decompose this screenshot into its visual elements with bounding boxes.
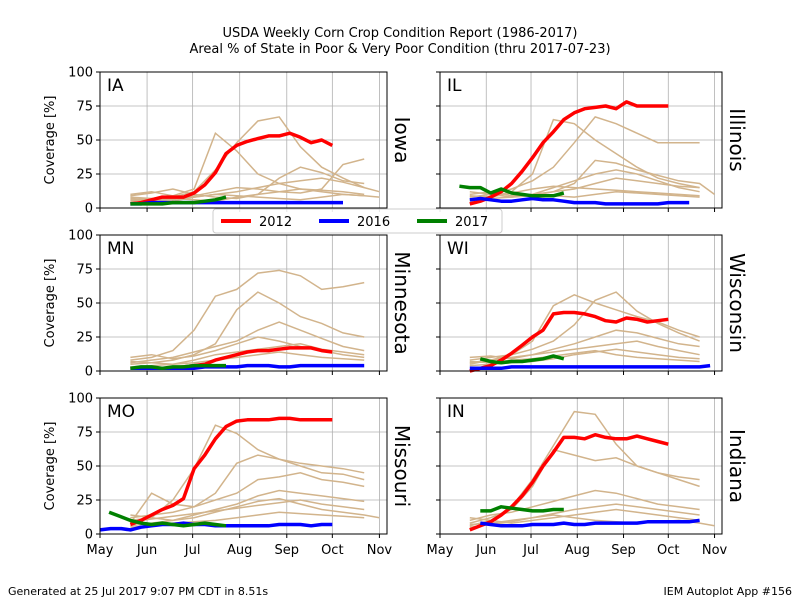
series-line-2017	[479, 354, 565, 365]
y-tick-label: 25	[76, 168, 93, 183]
panel-state-name-il: Illinois	[725, 108, 749, 171]
y-tick-label: 25	[76, 494, 93, 509]
x-tick-label: Aug	[227, 543, 252, 558]
x-tick-label: Jul	[522, 543, 539, 558]
y-tick-label: 50	[76, 134, 93, 149]
y-tick-label: 100	[68, 66, 93, 81]
series-line-other-year	[469, 489, 700, 522]
series-line-other-year	[469, 185, 700, 198]
y-tick-label: 25	[76, 331, 93, 346]
series-line-other-year	[130, 497, 380, 522]
x-tick-label: Jul	[184, 543, 201, 558]
series-line-2017	[108, 510, 227, 528]
y-tick-label: 100	[68, 229, 93, 244]
series-line-other-year	[469, 291, 700, 361]
y-tick-label: 50	[76, 460, 93, 475]
panel-state-code-wi: WI	[447, 239, 469, 259]
chart-title: USDA Weekly Corn Crop Condition Report (…	[222, 26, 578, 41]
series-line-2016	[469, 363, 711, 371]
x-tick-label: Jun	[475, 543, 496, 558]
x-tick-label: Aug	[565, 543, 590, 558]
y-tick-label: 0	[85, 365, 93, 380]
legend-box	[212, 208, 503, 234]
series-line-2017	[459, 184, 565, 198]
series-line-2017	[480, 505, 564, 513]
x-tick-label: Nov	[702, 543, 728, 558]
legend-label-2017: 2017	[455, 215, 488, 230]
chart-subtitle: Areal % of State in Poor & Very Poor Con…	[189, 42, 611, 57]
panel-state-code-mn: MN	[107, 239, 134, 259]
series-line-2017	[130, 195, 227, 206]
y-tick-label: 75	[76, 263, 93, 278]
series-line-other-year	[130, 291, 365, 365]
series-line-2017	[130, 363, 226, 371]
panel-state-name-in: Indiana	[725, 429, 749, 503]
series-line-2012	[469, 432, 669, 532]
x-tick-label: Sep	[275, 543, 300, 558]
series-line-other-year	[469, 169, 700, 197]
series-line-other-year	[130, 499, 365, 523]
series-line-2012	[469, 310, 669, 373]
panel-state-code-mo: MO	[107, 402, 135, 422]
y-axis-label: Coverage [%]	[43, 96, 58, 185]
x-tick-label: Nov	[367, 543, 393, 558]
y-tick-label: 0	[85, 528, 93, 543]
x-tick-label: Oct	[657, 543, 679, 558]
legend-label-2016: 2016	[357, 215, 390, 230]
y-axis-label: Coverage [%]	[43, 259, 58, 348]
footer-generated-text: Generated at 25 Jul 2017 9:07 PM CDT in …	[8, 585, 269, 598]
series-line-other-year	[130, 269, 365, 361]
panel-state-name-mn: Minnesota	[390, 251, 414, 354]
series-line-other-year	[469, 159, 715, 198]
series-line-2012	[129, 416, 333, 527]
series-line-2016	[469, 196, 690, 206]
footer-app-text: IEM Autoplot App #156	[663, 585, 793, 598]
y-axis-label: Coverage [%]	[43, 422, 58, 511]
series-line-other-year	[129, 454, 365, 524]
y-tick-label: 0	[85, 202, 93, 217]
y-tick-label: 75	[76, 426, 93, 441]
panel-state-name-wi: Wisconsin	[725, 253, 749, 353]
x-tick-label: May	[87, 543, 114, 558]
series-line-other-year	[130, 489, 365, 527]
y-tick-label: 100	[68, 392, 93, 407]
panel-state-code-ia: IA	[107, 76, 124, 96]
x-tick-label: Jun	[136, 543, 157, 558]
y-tick-label: 50	[76, 297, 93, 312]
series-line-other-year	[130, 472, 365, 519]
series-line-2012	[130, 131, 334, 206]
series-line-other-year	[469, 508, 700, 524]
panel-state-name-mo: Missouri	[390, 425, 414, 507]
x-tick-label: May	[427, 543, 454, 558]
panel-state-name-ia: Iowa	[390, 117, 414, 164]
series-line-2016	[480, 518, 700, 528]
y-tick-label: 75	[76, 100, 93, 115]
x-tick-label: Oct	[321, 543, 343, 558]
legend-label-2012: 2012	[259, 215, 292, 230]
x-tick-label: Sep	[611, 543, 636, 558]
panel-state-code-in: IN	[447, 402, 465, 422]
panel-state-code-il: IL	[447, 76, 462, 96]
series-line-other-year	[469, 340, 700, 360]
